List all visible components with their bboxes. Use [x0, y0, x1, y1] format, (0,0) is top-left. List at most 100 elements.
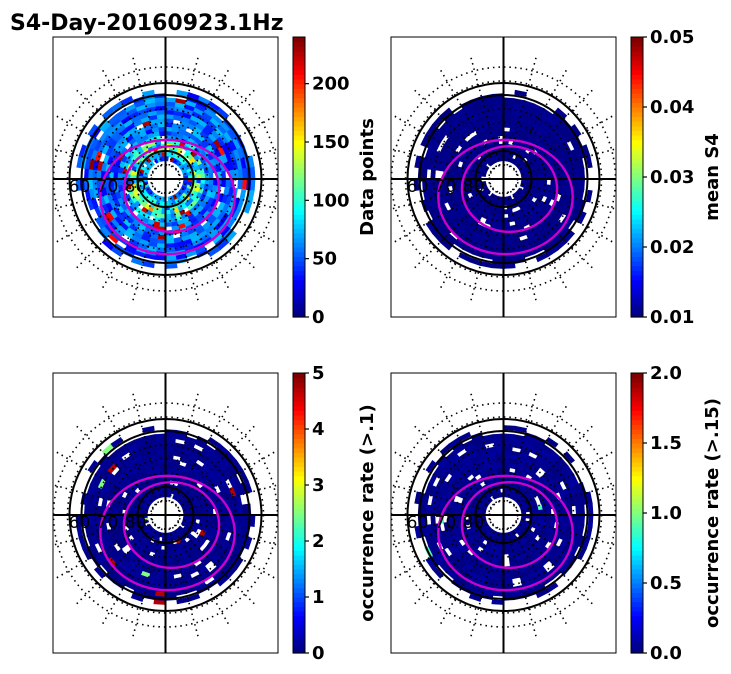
lon-grid-line: [55, 115, 154, 173]
colorbar-segment: [631, 597, 643, 603]
colorbar-segment: [631, 172, 643, 178]
colorbar-segment: [631, 51, 643, 57]
colorbar-segment: [631, 606, 643, 612]
lon-grid-line: [101, 69, 160, 168]
panel-top-left: 60 70 80 0 50 100 150 200 Data points: [52, 36, 378, 328]
colorbar-segment: [631, 307, 643, 313]
colorbar-segment: [631, 256, 643, 262]
colorbar-segment: [631, 37, 643, 43]
heatmap-cell: [503, 425, 516, 431]
colorbar: 0.01 0.02 0.03 0.04 0.05 mean S4: [630, 27, 723, 328]
colorbar-tick-label: 4: [312, 419, 325, 440]
lon-grid-line: [509, 405, 568, 504]
panel-frame: [390, 36, 617, 318]
colorbar-segment: [631, 587, 643, 593]
colorbar-segment: [293, 452, 305, 458]
lon-grid-line: [506, 393, 537, 502]
colorbar-segment: [631, 475, 643, 481]
colorbar-segment: [631, 284, 643, 290]
colorbar-segment: [293, 139, 305, 145]
colorbar-segment: [631, 634, 643, 640]
colorbar-segment: [631, 242, 643, 248]
panel-bottom-left: 60 70 80 0 1 2 3 4 5 occurrence rate (>.1): [52, 363, 378, 664]
lon-grid-line: [413, 188, 495, 269]
colorbar-segment: [631, 289, 643, 295]
lon-grid-line: [177, 185, 276, 243]
lat-label: 80: [125, 513, 147, 533]
colorbar-segment: [293, 489, 305, 495]
heatmap-cell: [496, 126, 504, 133]
colorbar-tick-label: 2: [312, 531, 325, 552]
colorbar-tick-label: 50: [312, 249, 337, 270]
heatmap-cells: [413, 89, 593, 269]
colorbar-segment: [293, 457, 305, 463]
lon-grid-line: [515, 451, 614, 509]
colorbar-segment: [631, 247, 643, 253]
colorbar-segment: [293, 536, 305, 542]
colorbar-segment: [293, 461, 305, 467]
colorbar-segment: [293, 209, 305, 215]
colorbar-segment: [293, 88, 305, 94]
colorbar-tick-label: 0: [312, 307, 325, 328]
colorbar-segment: [293, 83, 305, 89]
colorbar-segment: [293, 531, 305, 537]
lon-grid-line: [168, 57, 199, 166]
heatmap-cell: [212, 514, 218, 523]
colorbar-segment: [631, 167, 643, 173]
auroral-oval: [460, 144, 559, 234]
colorbar-tick-label: 2.0: [650, 363, 682, 384]
colorbar-segment: [293, 503, 305, 509]
colorbar-segment: [631, 205, 643, 211]
colorbar-segment: [631, 461, 643, 467]
colorbar-segment: [293, 545, 305, 551]
lon-grid-line: [391, 181, 491, 210]
heatmap-cell: [550, 514, 556, 523]
colorbar-segment: [631, 615, 643, 621]
colorbar-segment: [293, 499, 305, 505]
colorbar-segment: [631, 405, 643, 411]
lon-grid-line: [413, 89, 495, 170]
colorbar-segment: [293, 433, 305, 439]
lat-label: 70: [97, 513, 119, 533]
lon-grid-line: [174, 89, 256, 170]
lon-grid-line: [178, 517, 278, 546]
lat-label: 80: [125, 177, 147, 197]
colorbar-segment: [293, 550, 305, 556]
lon-grid-line: [512, 89, 594, 170]
colorbar-frame: [292, 36, 306, 318]
colorbar-segment: [631, 121, 643, 127]
colorbar-segment: [631, 447, 643, 453]
colorbar-segment: [631, 303, 643, 309]
colorbar-segment: [293, 256, 305, 262]
colorbar-segment: [631, 298, 643, 304]
colorbar-segment: [293, 41, 305, 47]
lat-label: 60: [407, 513, 429, 533]
lon-grid-line: [75, 188, 157, 269]
colorbar-segment: [293, 620, 305, 626]
colorbar-frame: [292, 372, 306, 654]
colorbar-segment: [631, 601, 643, 607]
colorbar-segment: [293, 391, 305, 397]
lon-grid-line: [168, 393, 199, 502]
heatmap-cell: [491, 599, 504, 605]
colorbar-segment: [293, 387, 305, 393]
colorbar-label: occurrence rate (>.1): [357, 404, 378, 621]
heatmap-cell: [239, 188, 247, 201]
lat-label: 70: [435, 513, 457, 533]
colorbar-segment: [631, 186, 643, 192]
lon-grid-line: [393, 521, 492, 579]
lon-grid-line: [55, 451, 154, 509]
colorbar-segment: [293, 625, 305, 631]
heatmap-cell: [503, 462, 511, 469]
colorbar-tick-label: 1.5: [650, 433, 682, 454]
panel-frame: [52, 36, 279, 318]
colorbar-segment: [631, 130, 643, 136]
lon-grid-line: [53, 148, 153, 177]
lon-grid-line: [55, 185, 154, 243]
colorbar-segment: [293, 233, 305, 239]
lon-grid-line: [439, 526, 498, 625]
colorbar-segment: [293, 429, 305, 435]
colorbar-segment: [293, 195, 305, 201]
colorbar-segment: [631, 209, 643, 215]
